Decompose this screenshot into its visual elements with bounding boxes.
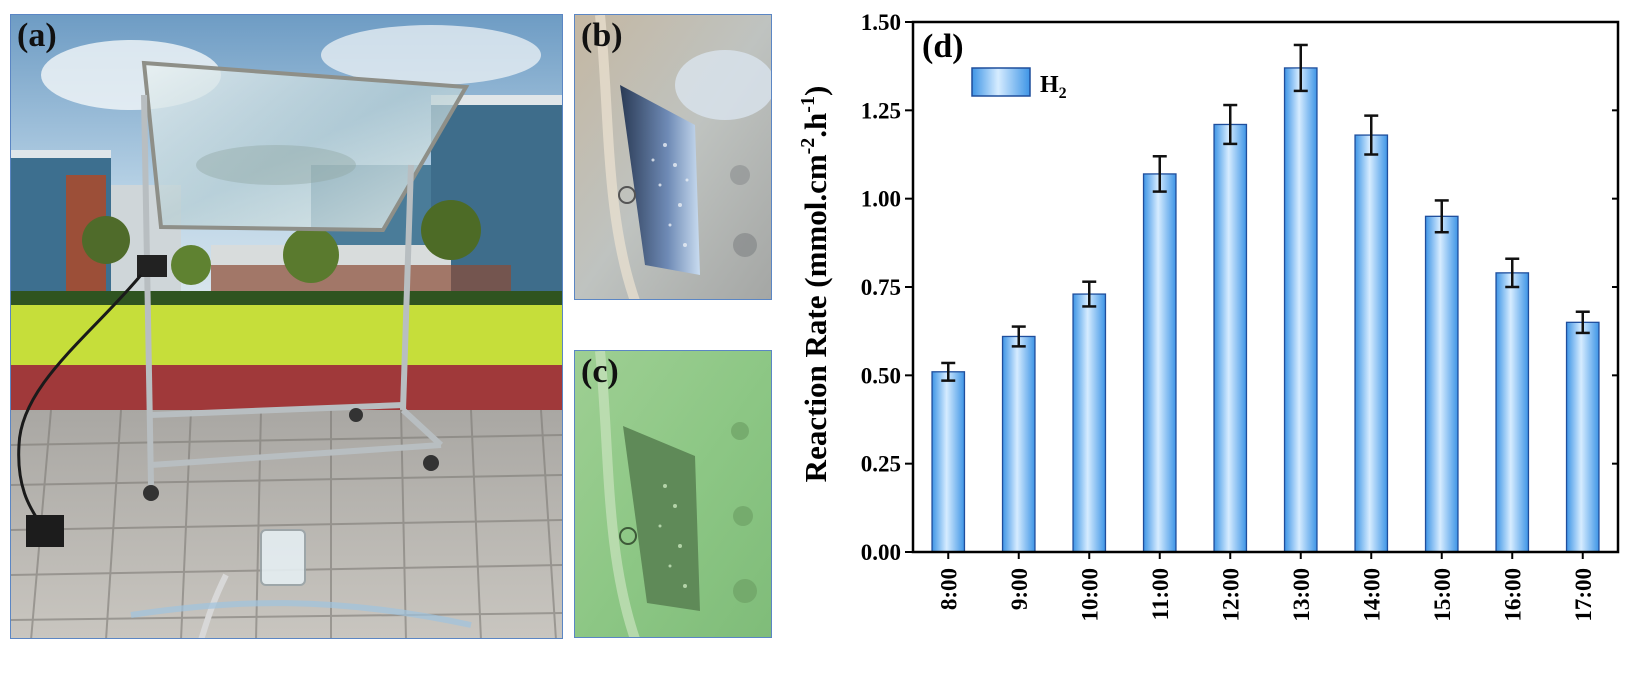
x-tick-label: 15:00 [1430,568,1455,622]
error-bar-12-00 [1223,103,1238,146]
bar-15-00 [1424,215,1459,553]
bar-8-00 [931,371,966,553]
photo-panel-b: (b) [574,14,772,300]
panel-label-b: (b) [581,17,623,54]
y-tick-label: 0.25 [861,452,901,477]
concentrator-photo [11,15,562,638]
bar-12-00 [1213,123,1248,553]
x-tick-label: 9:00 [1007,568,1032,610]
error-bar-17-00 [1575,310,1590,335]
bar-16-00 [1495,272,1530,553]
error-bar-15-00 [1434,199,1449,234]
x-tick-label: 8:00 [936,568,961,610]
bar-14-00 [1354,134,1389,553]
y-tick-labels: 0.00 0.25 0.50 0.75 1.00 1.25 1.50 [861,10,901,565]
error-bar-16-00 [1505,257,1520,289]
x-tick-label: 16:00 [1500,568,1525,622]
y-tick-label: 0.00 [861,540,901,565]
error-bar-11-00 [1152,155,1167,193]
error-bar-13-00 [1293,43,1308,93]
electrode-closeup-photo [575,15,771,299]
electrode-closeup-photo-green [575,351,771,637]
y-tick-label: 1.00 [861,187,901,212]
bar-17-00 [1565,321,1600,553]
x-tick-label: 13:00 [1289,568,1314,622]
legend-swatch [971,67,1031,97]
x-tick-label: 10:00 [1077,568,1102,622]
x-tick-label: 11:00 [1148,568,1173,620]
bar-13-00 [1283,67,1318,553]
y-axis-label: Reaction Rate (mmol.cm-2.h-1) [797,86,833,483]
error-bar-14-00 [1364,114,1379,156]
panel-label-c: (c) [581,353,619,390]
bar-9-00 [1001,335,1036,553]
y-tick-label: 1.25 [861,98,901,123]
error-bar-8-00 [941,361,956,382]
y-tick-label: 0.75 [861,275,901,300]
legend: H2 [971,67,1067,102]
x-tick-labels: 8:00 9:00 10:00 11:00 12:00 13:00 14:00 15:00 16… [936,568,1596,622]
axes-layer [905,20,1620,559]
photo-panel-c: (c) [574,350,772,638]
photo-panel-a: (a) [10,14,563,639]
y-tick-label: 0.50 [861,363,901,388]
panel-label-a: (a) [17,17,57,54]
y-tick-label: 1.50 [861,10,901,35]
x-tick-label: 17:00 [1571,568,1596,622]
legend-label: H2 [1040,72,1067,102]
error-bar-9-00 [1011,325,1026,348]
chart-svg: 0.00 0.25 0.50 0.75 1.00 1.25 1.50 8:00 9:00 10:… [797,10,1620,622]
panel-label-d: (d) [922,28,964,65]
error-bars-layer [941,43,1590,382]
error-bar-10-00 [1082,280,1097,308]
bar-10-00 [1072,293,1107,553]
bars-layer [931,67,1600,553]
x-tick-label: 14:00 [1359,568,1384,622]
reaction-rate-chart: 0.00 0.25 0.50 0.75 1.00 1.25 1.50 8:00 9:00 10:… [780,0,1630,676]
x-tick-label: 12:00 [1218,568,1243,622]
bar-11-00 [1142,173,1177,553]
